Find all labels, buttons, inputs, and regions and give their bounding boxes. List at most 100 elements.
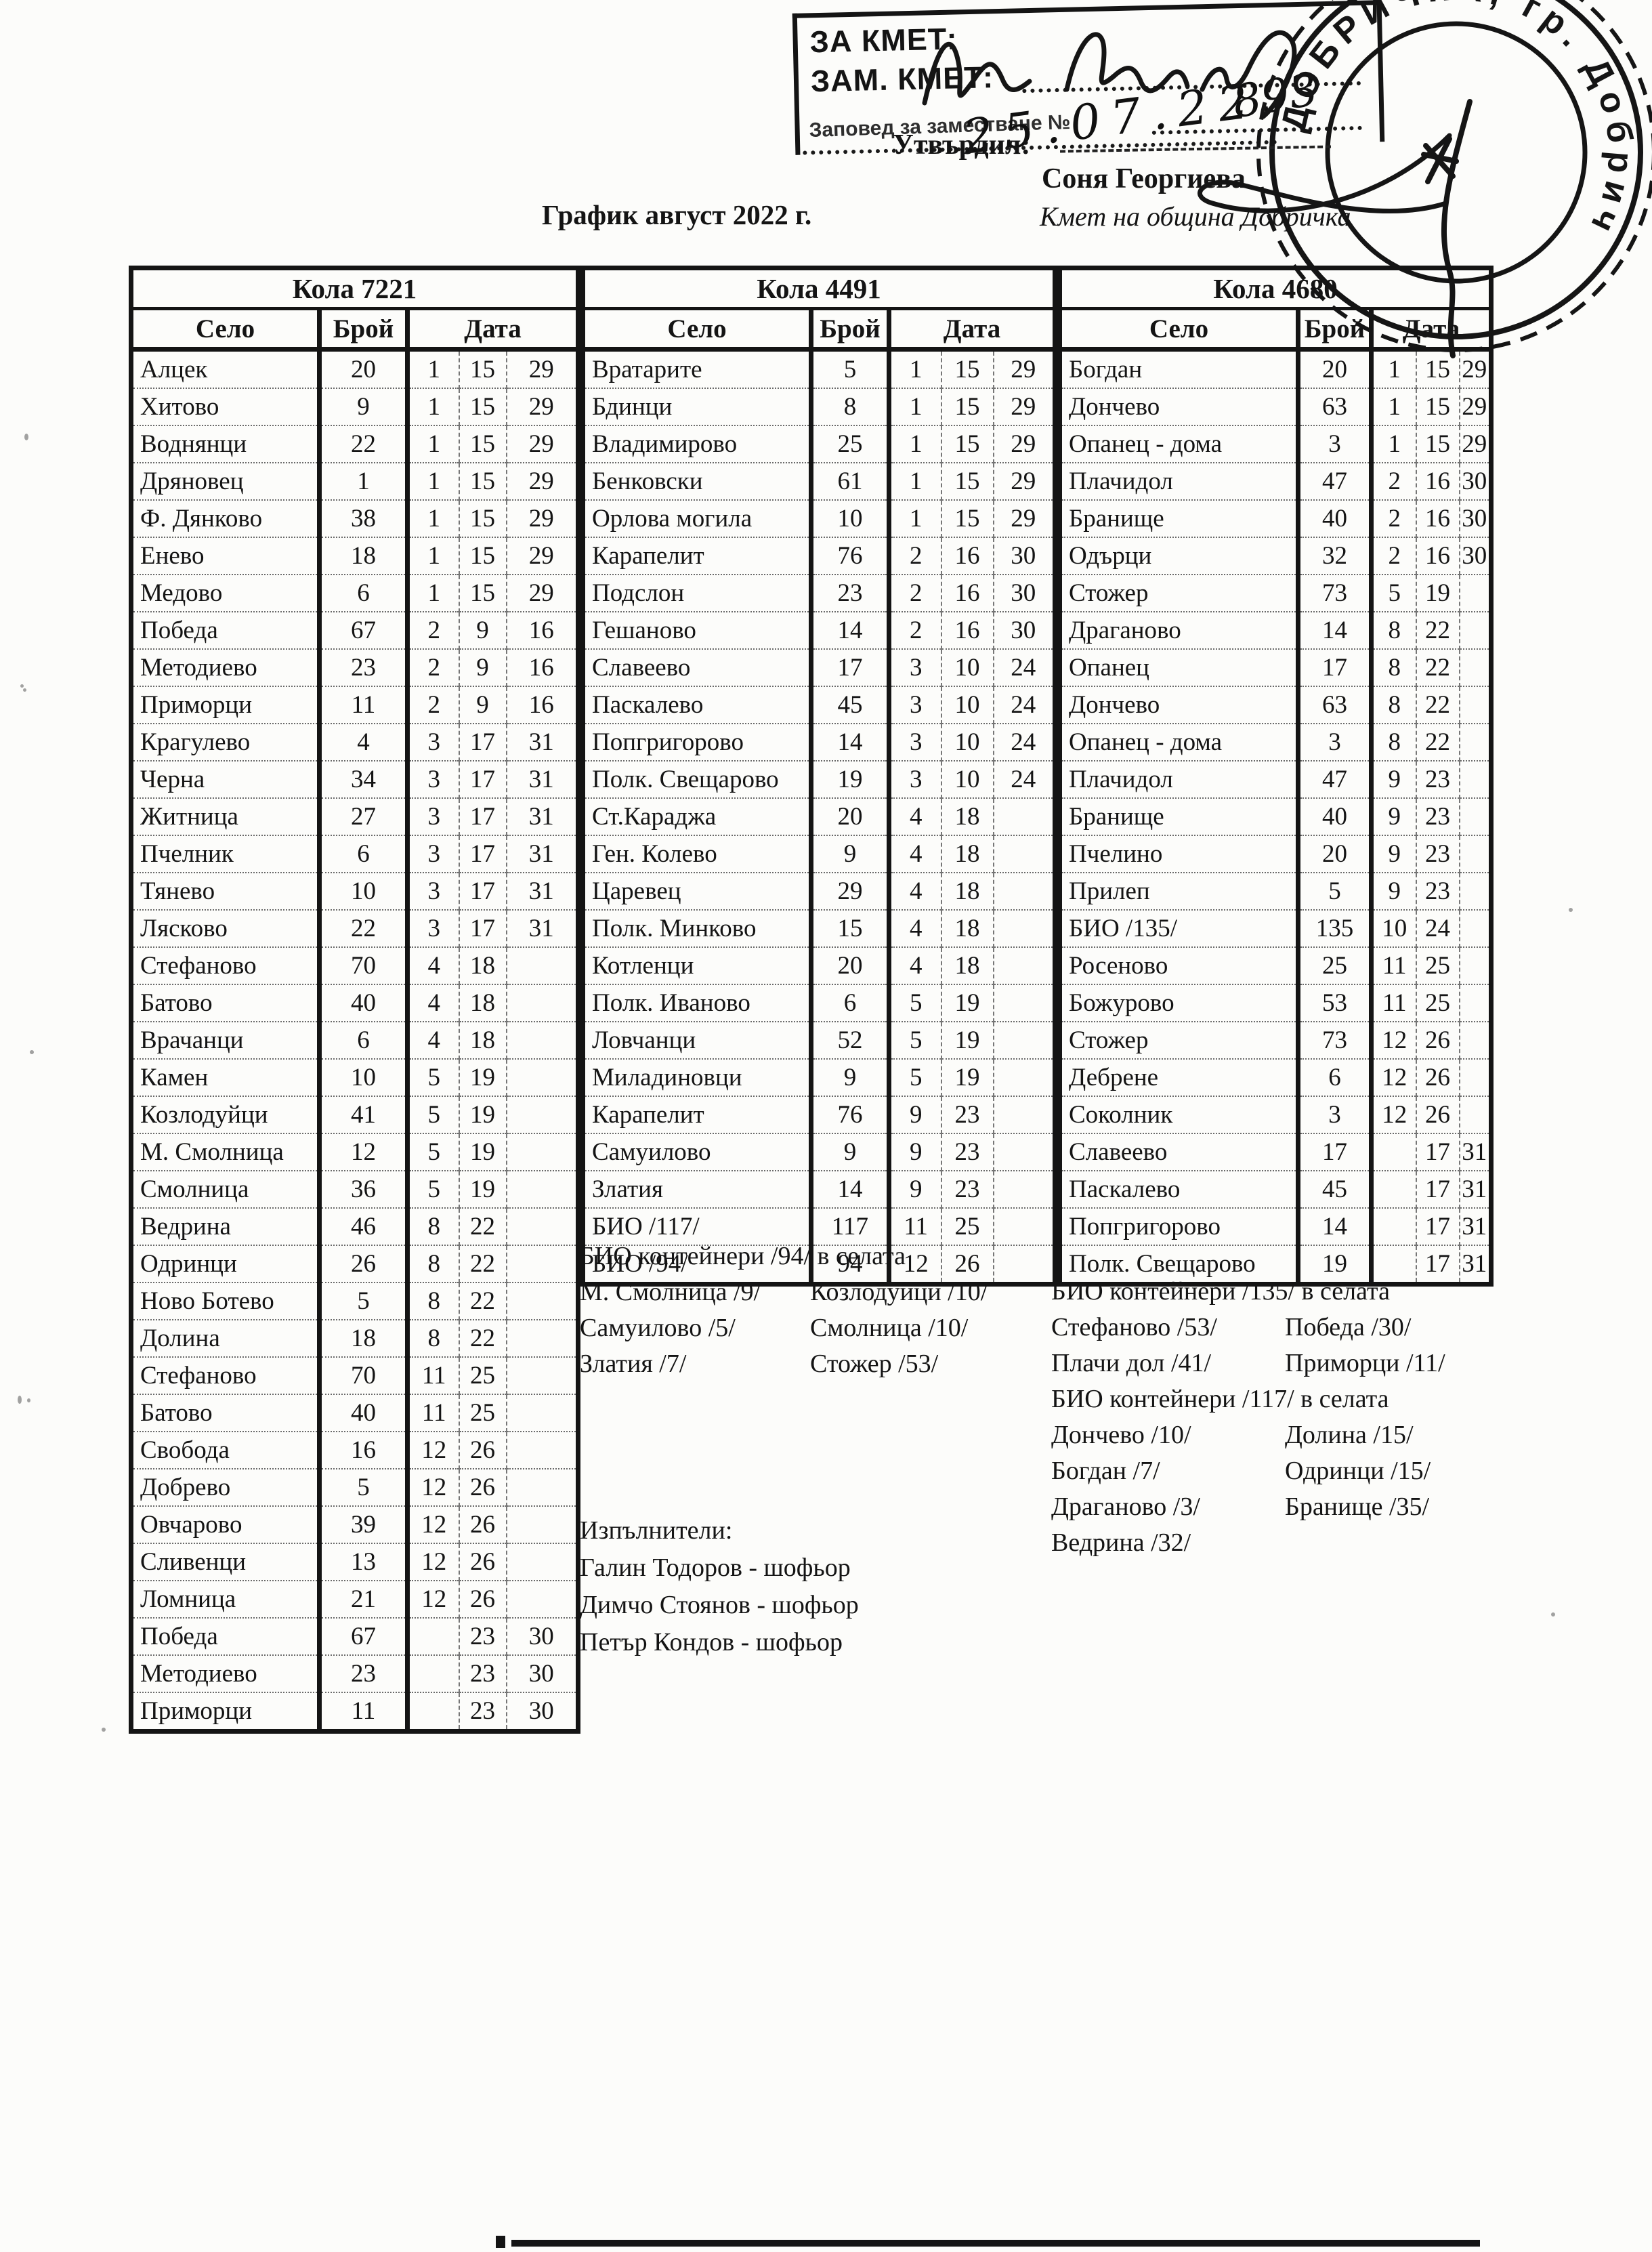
date2-cell: 23 [459,1692,507,1732]
date3-cell: 30 [993,611,1055,649]
note-pair-row: Златия /7/Стожер /53/ [580,1346,1054,1382]
count-cell: 10 [811,499,891,537]
village-cell: Крагулево [131,723,322,761]
date3-cell [1459,1021,1491,1059]
date2-cell: 17 [459,797,507,835]
village-cell: Смолница [131,1170,322,1208]
table-row: Бенковски 61 1 15 29 [583,462,1055,500]
date1-cell: 1 [1371,425,1417,463]
date3-cell [1459,984,1491,1022]
village-cell: Врачанци [131,1021,322,1059]
note-item: Дончево /10/ [1051,1421,1191,1449]
table-row: Подслон 23 2 16 30 [583,574,1055,612]
date1-cell: 3 [889,723,942,761]
village-cell: Орлова могила [583,499,813,537]
count-cell: 23 [811,574,891,612]
date1-cell: 11 [1371,984,1417,1022]
village-cell: Попгригорово [583,723,813,761]
count-cell: 22 [319,909,410,947]
bio-note-header: БИО контейнери /94/ в селата [580,1242,906,1270]
column-header-village: Село [583,308,813,352]
date3-cell [506,1356,578,1394]
count-cell: 6 [319,574,410,612]
village-cell: Победа [131,1617,322,1655]
village-cell: Воднянци [131,425,322,463]
column-header-count: Брой [811,308,891,352]
date3-cell [506,1431,578,1469]
date3-cell [1459,946,1491,984]
date2-cell: 18 [459,946,507,984]
count-cell: 13 [319,1543,410,1581]
date1-cell: 11 [407,1356,460,1394]
note-item: Самуилово /5/ [580,1314,736,1342]
count-cell: 40 [319,1394,410,1432]
date3-cell [506,1021,578,1059]
vehicle-table-4491: Кола 4491 Село Брой Дата Вратарите 5 1 15 29… [580,266,1057,1287]
date3-cell: 16 [506,648,578,686]
note-item: Стефаново /53/ [1051,1313,1217,1341]
date3-cell [1459,1058,1491,1096]
table-row: Ново Ботево 5 8 22 [131,1282,578,1320]
village-cell: Бранище [1059,499,1300,537]
date1-cell: 4 [889,797,942,835]
table-row: Черна 34 3 17 31 [131,760,578,798]
date2-cell: 15 [459,425,507,463]
count-cell: 21 [319,1580,410,1618]
date3-cell: 24 [993,760,1055,798]
date3-cell: 29 [506,537,578,575]
date1-cell [407,1617,460,1655]
date2-cell: 17 [459,760,507,798]
village-cell: Приморци [131,686,322,724]
table-row: Славеево 17 17 31 [1059,1133,1491,1171]
village-cell: Славеево [583,648,813,686]
date2-cell: 16 [941,574,994,612]
village-cell: Стожер [1059,1021,1300,1059]
table-row: Бранище 40 2 16 30 [1059,499,1491,537]
count-cell: 6 [1298,1058,1374,1096]
date2-cell: 18 [459,1021,507,1059]
table-row: Методиево 23 2 9 16 [131,648,578,686]
village-cell: Подслон [583,574,813,612]
count-cell: 22 [319,425,410,463]
count-cell: 17 [1298,648,1374,686]
scan-speck [1569,908,1573,912]
date3-cell [1459,760,1491,798]
date1-cell: 9 [1371,797,1417,835]
village-cell: Царевец [583,872,813,910]
count-cell: 76 [811,537,891,575]
date2-cell: 16 [941,537,994,575]
table-row: Долина 18 8 22 [131,1319,578,1357]
date3-cell [993,1245,1055,1285]
date2-cell: 22 [459,1245,507,1283]
date2-cell: 23 [459,1617,507,1655]
table-row: Паскалево 45 3 10 24 [583,686,1055,724]
village-cell: Соколник [1059,1096,1300,1133]
date3-cell: 31 [1459,1133,1491,1171]
village-cell: Тянево [131,872,322,910]
date1-cell: 4 [889,835,942,873]
table-row: Дряновец 1 1 15 29 [131,462,578,500]
table-row: Дебрене 6 12 26 [1059,1058,1491,1096]
date2-cell: 15 [941,349,994,388]
count-cell: 38 [319,499,410,537]
date2-cell: 18 [941,909,994,947]
village-cell: Стожер [1059,574,1300,612]
count-cell: 14 [811,1170,891,1208]
date3-cell: 31 [1459,1245,1491,1285]
count-cell: 135 [1298,909,1374,947]
date1-cell: 1 [889,462,942,500]
date1-cell [1371,1170,1417,1208]
date2-cell: 25 [1416,984,1460,1022]
table-row: Одърци 32 2 16 30 [1059,537,1491,575]
column-header-date: Дата [407,308,578,352]
date3-cell [1459,872,1491,910]
count-cell: 5 [1298,872,1374,910]
date2-cell: 26 [1416,1096,1460,1133]
date1-cell: 8 [407,1282,460,1320]
date3-cell: 24 [993,686,1055,724]
village-cell: Ломница [131,1580,322,1618]
count-cell: 17 [1298,1133,1374,1171]
date1-cell: 2 [1371,499,1417,537]
date3-cell: 31 [1459,1207,1491,1245]
date3-cell [506,1096,578,1133]
